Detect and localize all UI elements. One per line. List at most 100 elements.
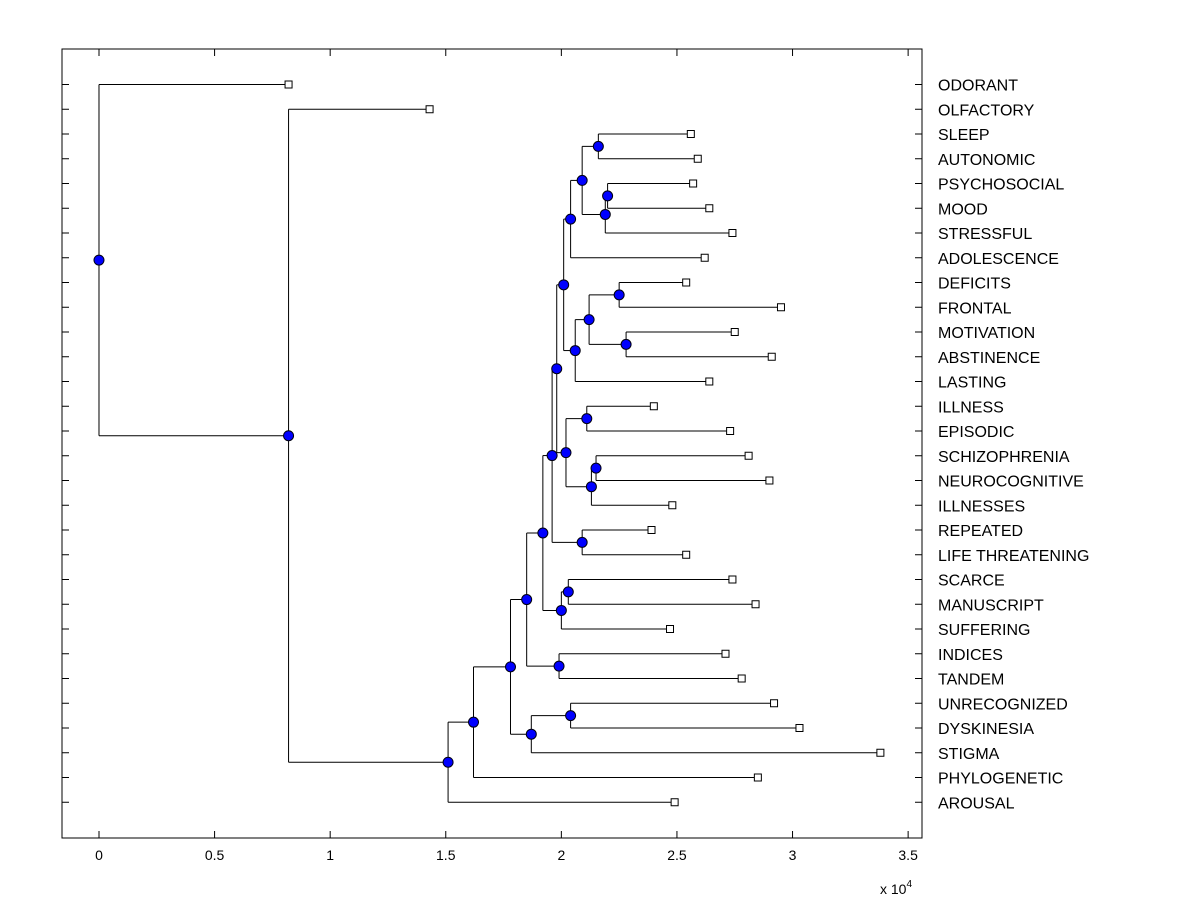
- leaf-label: ODORANT: [938, 78, 1018, 95]
- leaf-marker: [705, 377, 714, 386]
- leaf-marker: [730, 328, 739, 336]
- leaf-label: LIFE THREATENING: [938, 548, 1089, 565]
- leaf-label: ABSTINENCE: [938, 350, 1040, 367]
- merge-node-marker: [560, 447, 572, 459]
- leaf-marker: [682, 550, 691, 559]
- leaf-marker: [686, 130, 695, 138]
- leaf-label: PHYLOGENETIC: [938, 771, 1063, 788]
- leaf-marker: [721, 649, 730, 658]
- plot-area-frame: [61, 48, 923, 839]
- merge-node-marker: [283, 430, 295, 442]
- leaf-label: SCARCE: [938, 573, 1005, 590]
- leaf-label: TANDEM: [938, 672, 1004, 689]
- merge-node-marker: [546, 450, 558, 462]
- merge-node-marker: [565, 710, 577, 722]
- merge-node-marker: [565, 213, 577, 225]
- merge-node-marker: [562, 586, 574, 598]
- leaf-marker: [795, 724, 804, 732]
- leaf-marker: [728, 229, 737, 237]
- leaf-label: STRESSFUL: [938, 226, 1032, 243]
- leaf-marker: [668, 501, 677, 510]
- node-markers: [93, 140, 632, 768]
- leaf-marker: [670, 798, 679, 807]
- leaf-labels: ODORANT OLFACTORY SLEEP AUTONOMIC PSYCHOSOCI…: [938, 78, 1089, 813]
- merge-node-marker: [468, 716, 480, 728]
- x-tick-label: 3: [789, 847, 797, 863]
- merge-node-marker: [504, 661, 516, 673]
- leaf-label: INDICES: [938, 647, 1003, 664]
- leaf-marker: [751, 600, 760, 609]
- leaf-label: OLFACTORY: [938, 102, 1035, 119]
- merge-node-marker: [521, 594, 533, 606]
- leaf-marker: [284, 80, 293, 89]
- leaf-label: AROUSAL: [938, 795, 1015, 812]
- leaf-marker: [737, 674, 746, 683]
- leaf-marker: [682, 278, 691, 287]
- leaf-marker: [693, 154, 702, 163]
- merge-node-marker: [576, 174, 588, 186]
- leaf-label: DYSKINESIA: [938, 721, 1034, 738]
- leaf-label: MOOD: [938, 201, 988, 218]
- leaf-label: FRONTAL: [938, 300, 1012, 317]
- leaf-marker: [705, 204, 714, 213]
- leaf-marker: [765, 476, 774, 485]
- merge-node-marker: [442, 756, 454, 768]
- merge-node-marker: [555, 604, 567, 616]
- leaf-label: PSYCHOSOCIAL: [938, 177, 1064, 194]
- leaf-markers: [284, 80, 885, 807]
- merge-node-marker: [93, 254, 105, 266]
- leaf-marker: [666, 625, 675, 633]
- merge-node-marker: [525, 728, 537, 740]
- leaf-label: MOTIVATION: [938, 325, 1035, 342]
- leaf-marker: [753, 773, 762, 782]
- merge-node-marker: [599, 208, 611, 220]
- merge-node-marker: [581, 413, 593, 425]
- x-axis-multiplier: x 104: [880, 879, 912, 897]
- leaf-label: EPISODIC: [938, 424, 1014, 441]
- merge-node-marker: [602, 190, 614, 202]
- x-tick-label: 2.5: [667, 847, 687, 863]
- merge-node-marker: [620, 338, 632, 350]
- leaf-marker: [689, 179, 698, 188]
- leaf-label: ADOLESCENCE: [938, 251, 1059, 268]
- merge-node-marker: [583, 314, 595, 326]
- leaf-label: UNRECOGNIZED: [938, 696, 1068, 713]
- leaf-marker: [770, 699, 779, 708]
- merge-node-marker: [585, 481, 597, 493]
- leaf-label: DEFICITS: [938, 276, 1011, 293]
- merge-node-marker: [553, 660, 565, 672]
- leaf-marker: [425, 105, 434, 114]
- x-tick-label: 0.5: [205, 847, 225, 863]
- leaf-marker: [776, 303, 785, 312]
- x-tick-label: 1: [326, 847, 334, 863]
- merge-node-marker: [592, 140, 604, 152]
- merge-node-marker: [590, 462, 602, 474]
- x-tick-label: 1.5: [436, 847, 456, 863]
- leaf-marker: [744, 451, 753, 460]
- leaf-marker: [876, 748, 885, 757]
- leaf-marker: [728, 575, 737, 584]
- leaf-label: MANUSCRIPT: [938, 597, 1044, 614]
- x-tick-label: 0: [95, 847, 103, 863]
- merge-node-marker: [613, 289, 625, 301]
- leaf-label: ILLNESSES: [938, 498, 1025, 515]
- leaf-marker: [767, 352, 776, 361]
- merge-node-marker: [576, 536, 588, 548]
- merge-node-marker: [551, 363, 563, 375]
- leaf-marker: [647, 526, 656, 534]
- leaf-marker: [700, 253, 709, 262]
- leaf-label: STIGMA: [938, 746, 1000, 763]
- leaf-label: AUTONOMIC: [938, 152, 1035, 169]
- leaf-label: NEUROCOGNITIVE: [938, 474, 1084, 491]
- axis-ticks: [62, 49, 922, 838]
- leaf-label: SUFFERING: [938, 622, 1030, 639]
- leaf-marker: [649, 402, 658, 411]
- merge-node-marker: [569, 345, 581, 357]
- x-tick-labels: 0 0.5 1 1.5 2 2.5 3 3.5: [95, 847, 918, 863]
- leaf-label: REPEATED: [938, 523, 1023, 540]
- leaf-label: ILLNESS: [938, 399, 1004, 416]
- leaf-label: LASTING: [938, 375, 1006, 392]
- merge-node-marker: [537, 527, 549, 539]
- leaf-label: SLEEP: [938, 127, 990, 144]
